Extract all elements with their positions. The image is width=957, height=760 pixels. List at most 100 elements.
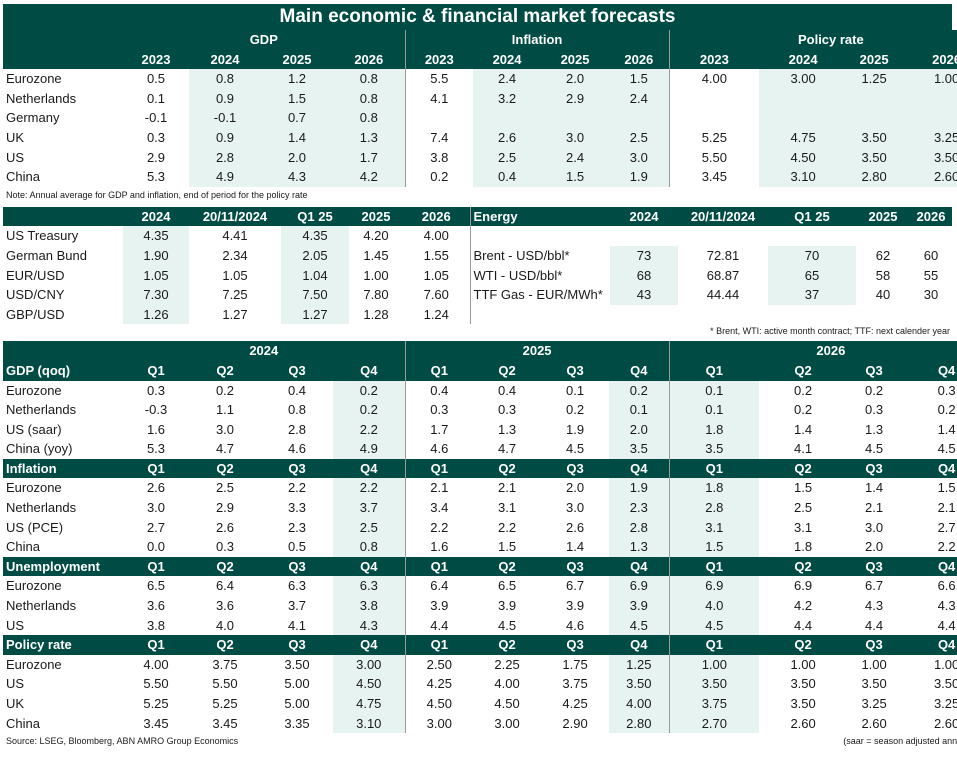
- value-cell: 2.2: [937, 539, 956, 555]
- quarter-header: Q4: [333, 458, 406, 479]
- value-cell: 3.75: [562, 676, 588, 692]
- value-cell: 2.5: [609, 127, 670, 148]
- energy-value-cell: 44.44: [706, 287, 740, 303]
- value-cell: 7.4: [404, 127, 474, 148]
- value-cell: 0.8: [333, 108, 406, 128]
- value-cell: 1.8: [668, 419, 760, 440]
- value-cell: 1.04: [281, 265, 349, 286]
- value-cell: 3.35: [284, 715, 310, 731]
- value-cell: 1.00: [668, 654, 760, 675]
- row-label: US: [6, 617, 25, 633]
- value-cell: 4.50: [494, 696, 520, 711]
- value-cell: 2.5: [215, 480, 235, 496]
- energy-value-cell: 60: [923, 247, 939, 263]
- value-cell: 6.3: [333, 576, 406, 597]
- table-row: US 5.50 5.50 5.00 4.50 4.25 4.00 3.75 3.50 3.50 3.…: [3, 674, 957, 694]
- value-cell: 1.9: [609, 167, 670, 187]
- energy-value-cell: [768, 226, 856, 246]
- value-cell: 1.5: [668, 537, 760, 557]
- value-cell: 6.6: [937, 578, 956, 594]
- value-cell: 1.28: [363, 306, 389, 322]
- value-cell: 1.55: [423, 247, 449, 263]
- row-label: Netherlands: [6, 90, 77, 106]
- quarter-header: Q4: [609, 556, 670, 577]
- row-label: US: [6, 676, 25, 692]
- year-header: 2023: [404, 49, 474, 70]
- value-cell: 2.7: [146, 519, 166, 535]
- value-cell: 2.60: [901, 167, 957, 187]
- value-cell: 2.2: [498, 519, 517, 535]
- value-cell: 3.7: [287, 598, 307, 614]
- table-header-years: 2023 2024 2025 2026 2023 2024 2025 2026 2023 2024…: [3, 49, 957, 70]
- table-row: Netherlands 3.0 2.9 3.3 3.7 3.4 3.1 3.0 2.3 2.8 2.…: [3, 498, 957, 518]
- value-cell: 5.00: [284, 676, 310, 692]
- energy-value-cell: 68: [610, 265, 678, 286]
- quarter-header: Q1: [123, 458, 189, 479]
- quarter-header: Q1: [668, 635, 760, 655]
- value-cell: 4.00: [423, 228, 449, 244]
- value-cell: 3.25: [861, 696, 887, 711]
- value-cell: -0.3: [144, 402, 168, 418]
- value-cell: 3.6: [146, 598, 166, 614]
- note-row: Note: Annual average for GDP and inflati…: [3, 187, 957, 203]
- value-cell: 2.3: [287, 519, 307, 535]
- section-header: Inflation Q1 Q2 Q3 Q4 Q1 Q2 Q3 Q4 Q1 Q2 Q3 Q4: [3, 458, 957, 479]
- value-cell: 1.7: [333, 147, 406, 168]
- row-label: China (yoy): [6, 441, 73, 457]
- value-cell: 3.10: [333, 713, 406, 734]
- energy-value-cell: 43: [610, 285, 678, 305]
- row-label: US (saar): [6, 421, 62, 437]
- value-cell: 5.25: [668, 127, 760, 148]
- year-header: 2024: [189, 49, 261, 70]
- row-label: Eurozone: [6, 656, 62, 672]
- value-cell: 3.10: [759, 167, 848, 187]
- value-cell: 5.3: [146, 169, 166, 185]
- quarter-header: Q4: [333, 635, 406, 655]
- value-cell: 4.4: [937, 617, 956, 633]
- value-cell: 1.27: [281, 304, 349, 325]
- table-row: Eurozone 6.5 6.4 6.3 6.3 6.4 6.5 6.7 6.9 6.9 6.9 6.…: [3, 576, 957, 597]
- value-cell: 3.50: [861, 676, 887, 692]
- section-title: Policy rate: [3, 635, 123, 655]
- year-header: 2026: [668, 341, 957, 361]
- value-cell: 1.00: [901, 69, 957, 89]
- value-cell: [668, 88, 760, 109]
- value-cell: 0.2: [215, 382, 235, 398]
- value-cell: 4.0: [668, 596, 760, 616]
- value-cell: 3.00: [333, 654, 406, 675]
- value-cell: 0.3: [146, 382, 166, 398]
- value-cell: 3.45: [143, 715, 169, 731]
- value-cell: 1.05: [423, 267, 449, 283]
- table-row: UK 5.25 5.25 5.00 4.75 4.50 4.50 4.25 4.00 3.75 3.…: [3, 694, 957, 714]
- group-header: GDP: [123, 30, 406, 50]
- value-cell: 4.4: [865, 617, 884, 633]
- value-cell: 4.00: [609, 694, 670, 714]
- row-label: China: [6, 539, 40, 555]
- quarter-header: Q3: [541, 360, 610, 381]
- column-header: 2024: [610, 206, 678, 227]
- value-cell: 3.00: [494, 715, 520, 731]
- value-cell: 7.25: [222, 287, 248, 303]
- quarter-header: Q4: [333, 360, 406, 381]
- value-cell: 4.6: [404, 439, 474, 459]
- value-cell: 3.0: [146, 500, 166, 516]
- value-cell: 2.5: [333, 517, 406, 538]
- quarter-header: Q3: [261, 635, 333, 655]
- value-cell: 5.50: [212, 676, 238, 692]
- table-row: US 3.8 4.0 4.1 4.3 4.4 4.5 4.6 4.5 4.5 4.4 4.4 4.4: [3, 615, 957, 636]
- value-cell: 0.5: [146, 71, 166, 87]
- energy-value-cell: [768, 305, 856, 325]
- value-cell: 0.9: [189, 127, 261, 148]
- value-cell: 2.5: [473, 147, 542, 168]
- row-label: Eurozone: [6, 382, 62, 398]
- value-cell: 4.3: [937, 598, 956, 614]
- value-cell: 4.50: [759, 147, 848, 168]
- table-row: China 3.45 3.45 3.35 3.10 3.00 3.00 2.90 2.80 2.7…: [3, 713, 957, 734]
- value-cell: 3.0: [541, 127, 610, 148]
- section-header: GDP (qoq) Q1 Q2 Q3 Q4 Q1 Q2 Q3 Q4 Q1 Q2 Q3 Q4: [3, 360, 957, 381]
- energy-value-cell: 68.87: [706, 267, 740, 283]
- table-row: EUR/USD 1.05 1.05 1.04 1.00 1.05 WTI - USD/bbl…: [3, 265, 952, 286]
- value-cell: 0.4: [287, 382, 307, 398]
- value-cell: 2.0: [566, 480, 585, 496]
- value-cell: 7.60: [423, 287, 449, 303]
